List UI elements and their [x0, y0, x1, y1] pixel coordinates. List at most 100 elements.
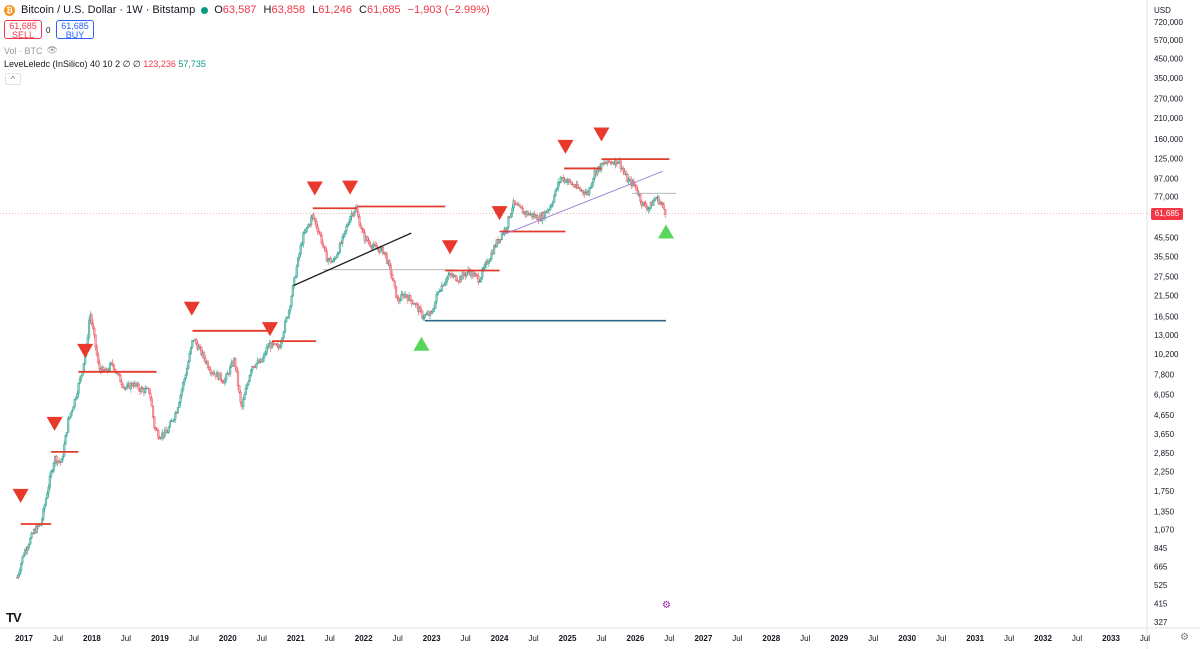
candle-body [312, 214, 315, 219]
candle-body [308, 224, 311, 226]
candle-body [307, 224, 310, 228]
sell-signal-marker [491, 206, 508, 221]
candle-body [155, 428, 159, 431]
candle-body [290, 296, 293, 307]
candle-body [323, 245, 326, 248]
candle-body [660, 202, 663, 204]
candle-body [159, 437, 162, 439]
candle-body [225, 373, 228, 380]
x-axis-tick-label: 2026 [627, 634, 645, 643]
candle-body [591, 182, 594, 188]
candle-body [306, 227, 309, 230]
buy-button[interactable]: 61,685 BUY [56, 20, 94, 40]
candle-body [482, 268, 485, 270]
candle-body [596, 168, 599, 175]
candle-body [641, 202, 645, 206]
candle-body [493, 245, 496, 255]
candle-body [507, 216, 510, 228]
candle-body [374, 244, 377, 246]
candle-body [77, 383, 80, 394]
candle-body [384, 251, 387, 255]
sell-signal-marker [12, 488, 29, 503]
settings-gear-icon[interactable]: ⚙ [1180, 632, 1189, 643]
y-axis-tick-label: 1,070 [1154, 526, 1175, 535]
candle-body [310, 217, 313, 225]
candle-body [137, 383, 140, 390]
candle-body [52, 462, 55, 471]
symbol-title[interactable]: Bitcoin / U.S. Dollar · 1W · Bitstamp [21, 4, 196, 16]
candle-body [439, 290, 442, 292]
candle-body [125, 385, 129, 389]
candle-body [329, 257, 332, 263]
candle-body [280, 341, 283, 348]
candle-body [119, 374, 122, 383]
collapse-legend-icon[interactable]: ^ [5, 73, 21, 85]
y-axis-tick-label: 16,500 [1154, 312, 1179, 321]
x-axis-tick-label: Jul [1140, 634, 1150, 643]
open-key: O [214, 4, 223, 16]
candle-body [35, 525, 38, 533]
candle-body [319, 232, 322, 236]
y-axis-tick-label: 4,650 [1154, 411, 1175, 420]
low-key: L [312, 4, 319, 16]
candle-body [443, 283, 446, 287]
candle-body [576, 184, 579, 189]
candle-body [272, 342, 275, 345]
candle-body [346, 224, 349, 227]
eye-icon[interactable]: 👁 [46, 45, 58, 55]
currency-label[interactable]: USD [1154, 6, 1171, 15]
sell-button[interactable]: 61,685 SELL [4, 20, 42, 40]
candle-body [647, 208, 650, 210]
candle-body [129, 383, 132, 389]
y-axis-tick-label: 10,200 [1154, 350, 1179, 359]
candle-body [121, 384, 125, 388]
candle-body [558, 181, 561, 184]
candle-body [445, 277, 449, 282]
candle-body [324, 247, 327, 252]
y-axis-tick-label: 525 [1154, 581, 1168, 590]
candle-body [71, 410, 74, 413]
x-axis-tick-label: Jul [732, 634, 742, 643]
candle-body [294, 276, 297, 278]
candle-body [297, 257, 300, 267]
candle-body [196, 343, 199, 350]
candle-body [338, 242, 341, 253]
y-axis-tick-label: 77,000 [1154, 192, 1179, 201]
y-axis-tick-label: 720,000 [1154, 18, 1183, 27]
y-axis-tick-label: 270,000 [1154, 94, 1183, 103]
candle-body [557, 182, 560, 189]
candle-body [263, 353, 266, 359]
candle-body [345, 226, 348, 232]
candle-body [80, 375, 83, 379]
candle-body [348, 221, 351, 225]
candle-body [94, 334, 97, 347]
y-axis-tick-label: 125,000 [1154, 154, 1183, 163]
candle-body [21, 556, 24, 564]
x-axis-tick-label: 2031 [966, 634, 984, 643]
candle-body [69, 412, 72, 418]
candle-body [626, 173, 629, 183]
candle-body [320, 234, 323, 244]
candle-body [209, 369, 212, 374]
candle-body [191, 340, 194, 348]
candle-body [63, 444, 66, 457]
spread-value: 0 [46, 26, 51, 35]
candle-body [98, 362, 101, 370]
candle-body [419, 307, 422, 312]
candle-body [267, 346, 270, 348]
x-axis-tick-label: Jul [936, 634, 946, 643]
y-axis-tick-label: 845 [1154, 544, 1168, 553]
candle-body [93, 328, 96, 335]
candle-body [219, 373, 223, 381]
candle-body [251, 366, 254, 371]
candle-body [549, 206, 552, 210]
candle-body [27, 543, 31, 548]
indicator-legend[interactable]: LeveLeledc (InSilico) 40 10 2 ∅ ∅ 123,23… [4, 59, 206, 70]
candle-body [303, 232, 306, 234]
candle-body [500, 233, 503, 240]
events-icon[interactable]: ⚙ [662, 600, 671, 611]
candle-body [199, 346, 202, 348]
candle-body [421, 310, 424, 319]
x-axis-tick-label: 2023 [423, 634, 441, 643]
